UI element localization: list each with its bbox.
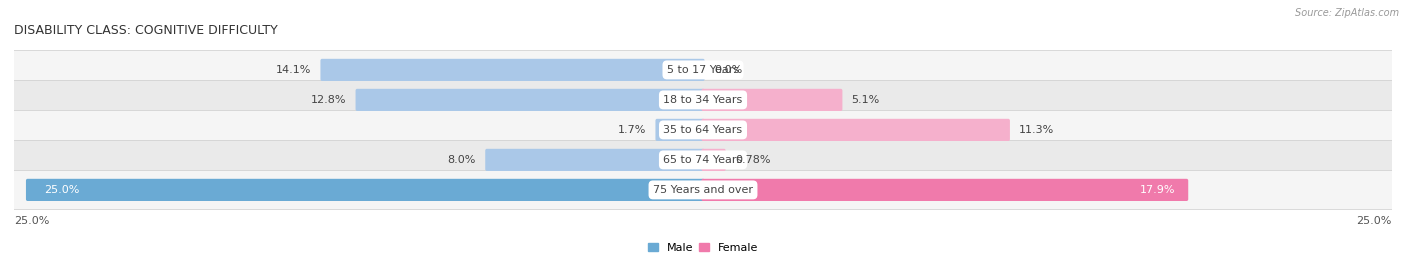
- FancyBboxPatch shape: [702, 179, 1188, 201]
- Legend: Male, Female: Male, Female: [644, 238, 762, 257]
- FancyBboxPatch shape: [702, 149, 725, 171]
- FancyBboxPatch shape: [702, 119, 1010, 141]
- FancyBboxPatch shape: [10, 110, 1396, 149]
- Text: 18 to 34 Years: 18 to 34 Years: [664, 95, 742, 105]
- FancyBboxPatch shape: [25, 179, 704, 201]
- Text: 11.3%: 11.3%: [1019, 125, 1054, 135]
- Text: 5.1%: 5.1%: [852, 95, 880, 105]
- Text: 1.7%: 1.7%: [617, 125, 647, 135]
- Text: DISABILITY CLASS: COGNITIVE DIFFICULTY: DISABILITY CLASS: COGNITIVE DIFFICULTY: [14, 24, 278, 37]
- Text: 35 to 64 Years: 35 to 64 Years: [664, 125, 742, 135]
- FancyBboxPatch shape: [10, 80, 1396, 119]
- Text: 0.0%: 0.0%: [714, 65, 742, 75]
- Text: 5 to 17 Years: 5 to 17 Years: [666, 65, 740, 75]
- Text: 25.0%: 25.0%: [1357, 216, 1392, 226]
- Text: 65 to 74 Years: 65 to 74 Years: [664, 155, 742, 165]
- Text: 25.0%: 25.0%: [44, 185, 79, 195]
- Text: 25.0%: 25.0%: [14, 216, 49, 226]
- Text: Source: ZipAtlas.com: Source: ZipAtlas.com: [1295, 8, 1399, 18]
- Text: 75 Years and over: 75 Years and over: [652, 185, 754, 195]
- Text: 8.0%: 8.0%: [447, 155, 477, 165]
- FancyBboxPatch shape: [485, 149, 704, 171]
- FancyBboxPatch shape: [10, 50, 1396, 89]
- FancyBboxPatch shape: [655, 119, 704, 141]
- Text: 12.8%: 12.8%: [311, 95, 346, 105]
- FancyBboxPatch shape: [10, 140, 1396, 179]
- FancyBboxPatch shape: [10, 170, 1396, 210]
- FancyBboxPatch shape: [702, 89, 842, 111]
- Text: 14.1%: 14.1%: [276, 65, 311, 75]
- Text: 0.78%: 0.78%: [735, 155, 770, 165]
- FancyBboxPatch shape: [321, 59, 704, 81]
- FancyBboxPatch shape: [356, 89, 704, 111]
- Text: 17.9%: 17.9%: [1140, 185, 1175, 195]
